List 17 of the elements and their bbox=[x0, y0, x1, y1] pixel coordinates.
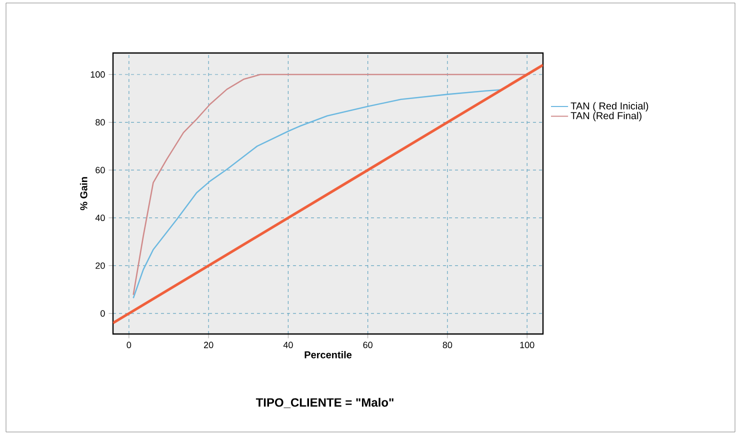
y-tick-label: 80 bbox=[96, 119, 105, 126]
y-tick-label: 100 bbox=[90, 71, 105, 78]
x-tick-label: 0 bbox=[126, 342, 132, 348]
y-tick-label: 40 bbox=[95, 214, 105, 222]
x-axis-title: Percentile bbox=[304, 351, 352, 358]
y-axis-title: % Gain bbox=[80, 177, 88, 210]
legend-label: TAN ( Red Inicial) bbox=[570, 102, 648, 112]
x-tick-label: 60 bbox=[363, 342, 372, 348]
x-tick-label: 100 bbox=[520, 342, 534, 348]
y-tick-label: 20 bbox=[96, 262, 105, 269]
x-tick-label: 20 bbox=[204, 342, 214, 348]
y-tick-label: 0 bbox=[100, 310, 105, 317]
x-tick-label: 40 bbox=[283, 342, 293, 348]
y-tick-label: 60 bbox=[96, 166, 105, 174]
text: TIPO_CLIENTE = "Malo" bbox=[256, 398, 394, 408]
legend-label: TAN (Red Final) bbox=[570, 112, 642, 122]
x-tick-label: 80 bbox=[442, 342, 452, 348]
